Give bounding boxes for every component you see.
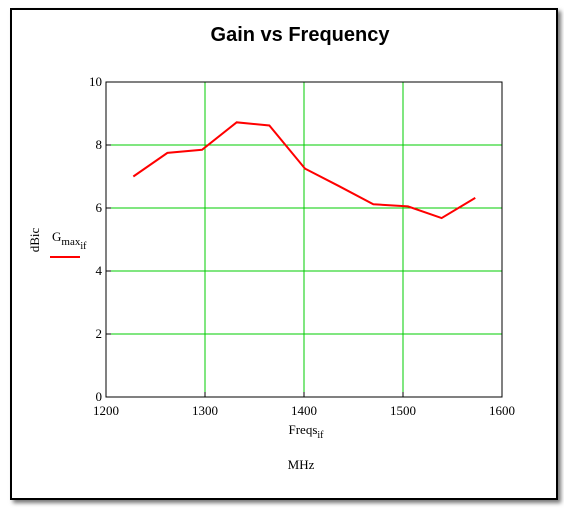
- series-group: [132, 121, 476, 220]
- x-axis-label-sub: if: [317, 430, 324, 441]
- legend-label: Gmaxif: [52, 229, 87, 252]
- x-tick-label: 1300: [192, 403, 218, 418]
- legend-label-sub1: max: [61, 236, 80, 248]
- y-tick-label: 0: [96, 389, 103, 404]
- y-tick-label: 4: [96, 263, 103, 278]
- y-tick-label: 8: [96, 137, 103, 152]
- x-axis-unit: MHz: [288, 457, 315, 472]
- ticks: 1200 1300 1400 1500 1600 0 2 4 6 8 10: [89, 74, 515, 418]
- y-axis-label: dBic: [27, 227, 42, 252]
- x-tick-label: 1200: [93, 403, 119, 418]
- x-axis-label-base: Freqs: [289, 422, 318, 437]
- x-tick-label: 1600: [489, 403, 515, 418]
- legend-label-sub2: if: [80, 241, 87, 252]
- y-tick-label: 10: [89, 74, 102, 89]
- chart-frame: [10, 8, 558, 500]
- grid: [106, 82, 503, 397]
- x-axis-label: Freqsif: [289, 422, 325, 441]
- x-tick-label: 1400: [291, 403, 317, 418]
- legend: Gmaxif: [50, 229, 87, 258]
- x-tick-label: 1500: [390, 403, 416, 418]
- series-line: [132, 121, 476, 220]
- chart-title: Gain vs Frequency: [211, 24, 391, 46]
- y-tick-label: 6: [96, 200, 103, 215]
- y-tick-label: 2: [96, 326, 103, 341]
- legend-label-base: G: [52, 229, 61, 244]
